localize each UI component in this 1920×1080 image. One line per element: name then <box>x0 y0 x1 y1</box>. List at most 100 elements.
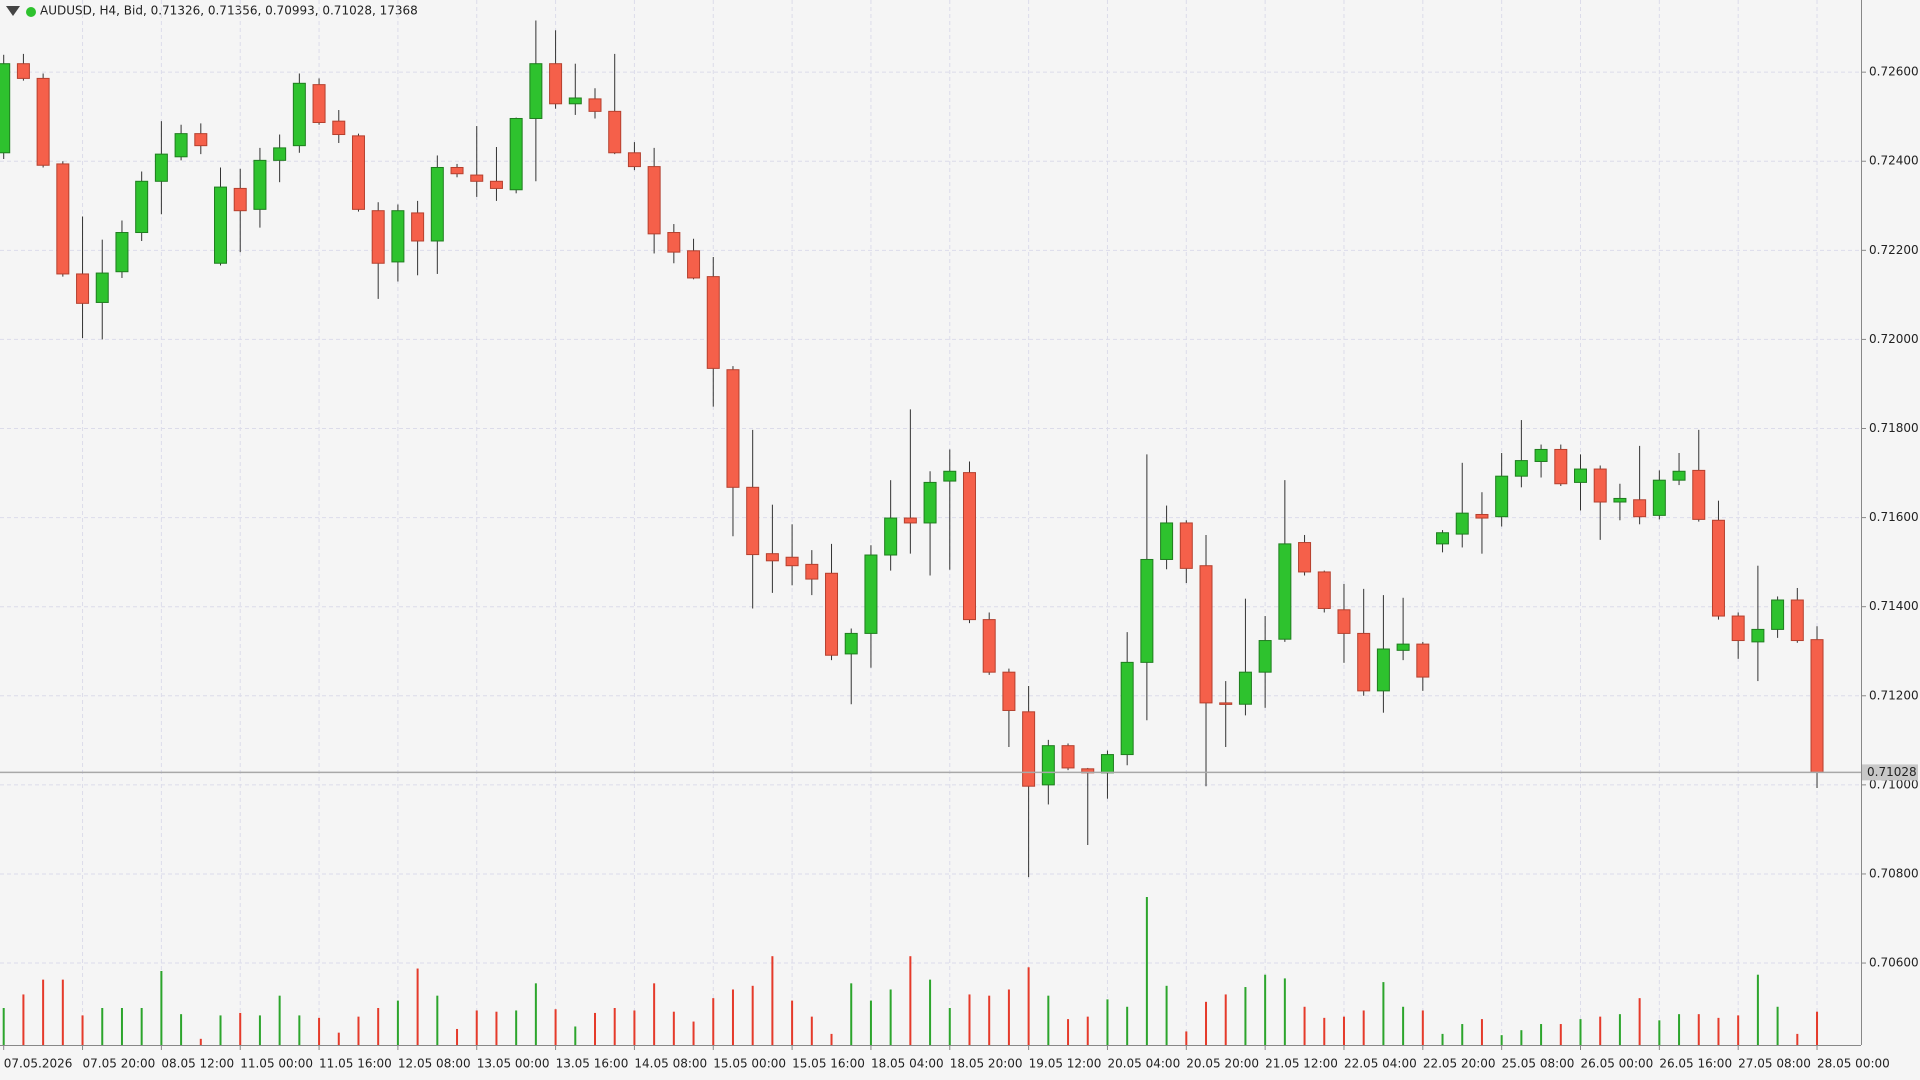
volume-bar <box>1086 1016 1089 1045</box>
candle-body <box>627 152 641 168</box>
volume-bar <box>160 971 163 1045</box>
candle-body <box>1041 745 1055 786</box>
x-tick-label: 20.05 20:00 <box>1186 1057 1259 1071</box>
volume-bar <box>909 956 912 1045</box>
candle-body <box>667 232 681 253</box>
volume-bar <box>692 1021 695 1045</box>
candle-body <box>1633 499 1647 518</box>
x-tick-label: 22.05 20:00 <box>1423 1057 1496 1071</box>
volume-bar <box>731 989 734 1045</box>
menu-arrow[interactable] <box>6 6 20 16</box>
candle-body <box>726 369 740 488</box>
candle-body <box>1120 661 1134 756</box>
volume-bar <box>396 1000 399 1045</box>
candle-body <box>1652 479 1666 516</box>
volume-bar <box>1362 1010 1365 1045</box>
volume-bar <box>1540 1024 1543 1045</box>
volume-bar <box>1796 1033 1799 1045</box>
y-tick-label: 0.72600 <box>1869 65 1919 79</box>
x-tick-label: 12.05 08:00 <box>398 1057 471 1071</box>
candle-body <box>805 563 819 580</box>
volume-bar <box>1678 1014 1681 1045</box>
volume-bar <box>278 995 281 1045</box>
volume-bar <box>968 994 971 1045</box>
volume-bar <box>1185 1031 1188 1045</box>
x-tick-label: 15.05 00:00 <box>713 1057 786 1071</box>
y-tick-label: 0.71400 <box>1869 599 1919 613</box>
volume-bar <box>22 994 25 1045</box>
candle-body <box>903 517 917 524</box>
candle-body <box>411 212 425 242</box>
volume-bar <box>298 1015 301 1045</box>
volume-bar <box>633 1010 636 1045</box>
candle-body <box>1258 640 1272 673</box>
candle-body <box>1514 460 1528 477</box>
candle-layer <box>0 20 1824 878</box>
status-dot <box>26 7 36 17</box>
y-tick-label: 0.70600 <box>1869 956 1919 970</box>
candle-body <box>1613 497 1627 503</box>
candle-body <box>1731 615 1745 642</box>
candle-body <box>115 232 129 273</box>
volume-bar <box>534 983 537 1045</box>
volume-bar <box>850 983 853 1045</box>
volume-bar <box>1323 1017 1326 1045</box>
candle-body <box>549 63 563 105</box>
volume-bar <box>1205 1001 1208 1045</box>
candle-body <box>174 133 188 158</box>
candle-body <box>1771 599 1785 630</box>
x-tick-label: 20.05 04:00 <box>1107 1057 1180 1071</box>
candle-body <box>1790 599 1804 642</box>
volume-bar <box>988 995 991 1045</box>
candle-body <box>1022 711 1036 787</box>
volume-bar <box>712 998 715 1045</box>
x-tick-label: 28.05 00:00 <box>1817 1057 1890 1071</box>
candle-body <box>1238 671 1252 705</box>
candle-body <box>825 572 839 656</box>
candle-body <box>588 98 602 112</box>
candle-body <box>1593 468 1607 503</box>
x-tick-label: 13.05 00:00 <box>477 1057 550 1071</box>
volume-bar <box>1402 1006 1405 1045</box>
candle-body <box>489 180 503 189</box>
candle-body <box>1751 628 1765 643</box>
candle-body <box>1160 522 1174 560</box>
volume-bar <box>1007 989 1010 1045</box>
volume-bar <box>1816 1011 1819 1045</box>
candle-body <box>864 554 878 634</box>
candle-body <box>962 472 976 621</box>
y-tick-label: 0.72400 <box>1869 154 1919 168</box>
x-tick-label: 21.05 12:00 <box>1265 1057 1338 1071</box>
volume-bar <box>1599 1016 1602 1045</box>
candle-body <box>1140 558 1154 663</box>
candle-body <box>1100 754 1114 774</box>
y-tick-label: 0.72200 <box>1869 243 1919 257</box>
candle-body <box>430 166 444 242</box>
volume-bar <box>1244 987 1247 1045</box>
volume-bar <box>1776 1006 1779 1045</box>
volume-bar <box>140 1008 143 1045</box>
candle-body <box>1416 643 1430 678</box>
candle-body <box>844 632 858 655</box>
volume-bar <box>515 1010 518 1045</box>
candle-body <box>1179 522 1193 569</box>
candle-body <box>391 210 405 263</box>
candle-body <box>509 117 523 191</box>
volume-bar <box>613 1008 616 1045</box>
volume-bar <box>1717 1017 1720 1045</box>
candle-body <box>1298 542 1312 573</box>
volume-bar <box>258 1015 261 1045</box>
volume-layer <box>2 897 1819 1045</box>
volume-bar <box>1303 1006 1306 1045</box>
volume-bar <box>416 968 419 1045</box>
candle-body <box>351 135 365 210</box>
volume-bar <box>180 1014 183 1045</box>
candle-body <box>135 180 149 234</box>
candle-body <box>647 166 661 235</box>
candle-body <box>1317 571 1331 609</box>
volume-bar <box>869 1000 872 1045</box>
volume-bar <box>1697 1014 1700 1045</box>
volume-bar <box>495 1011 498 1045</box>
volume-bar <box>1283 978 1286 1045</box>
